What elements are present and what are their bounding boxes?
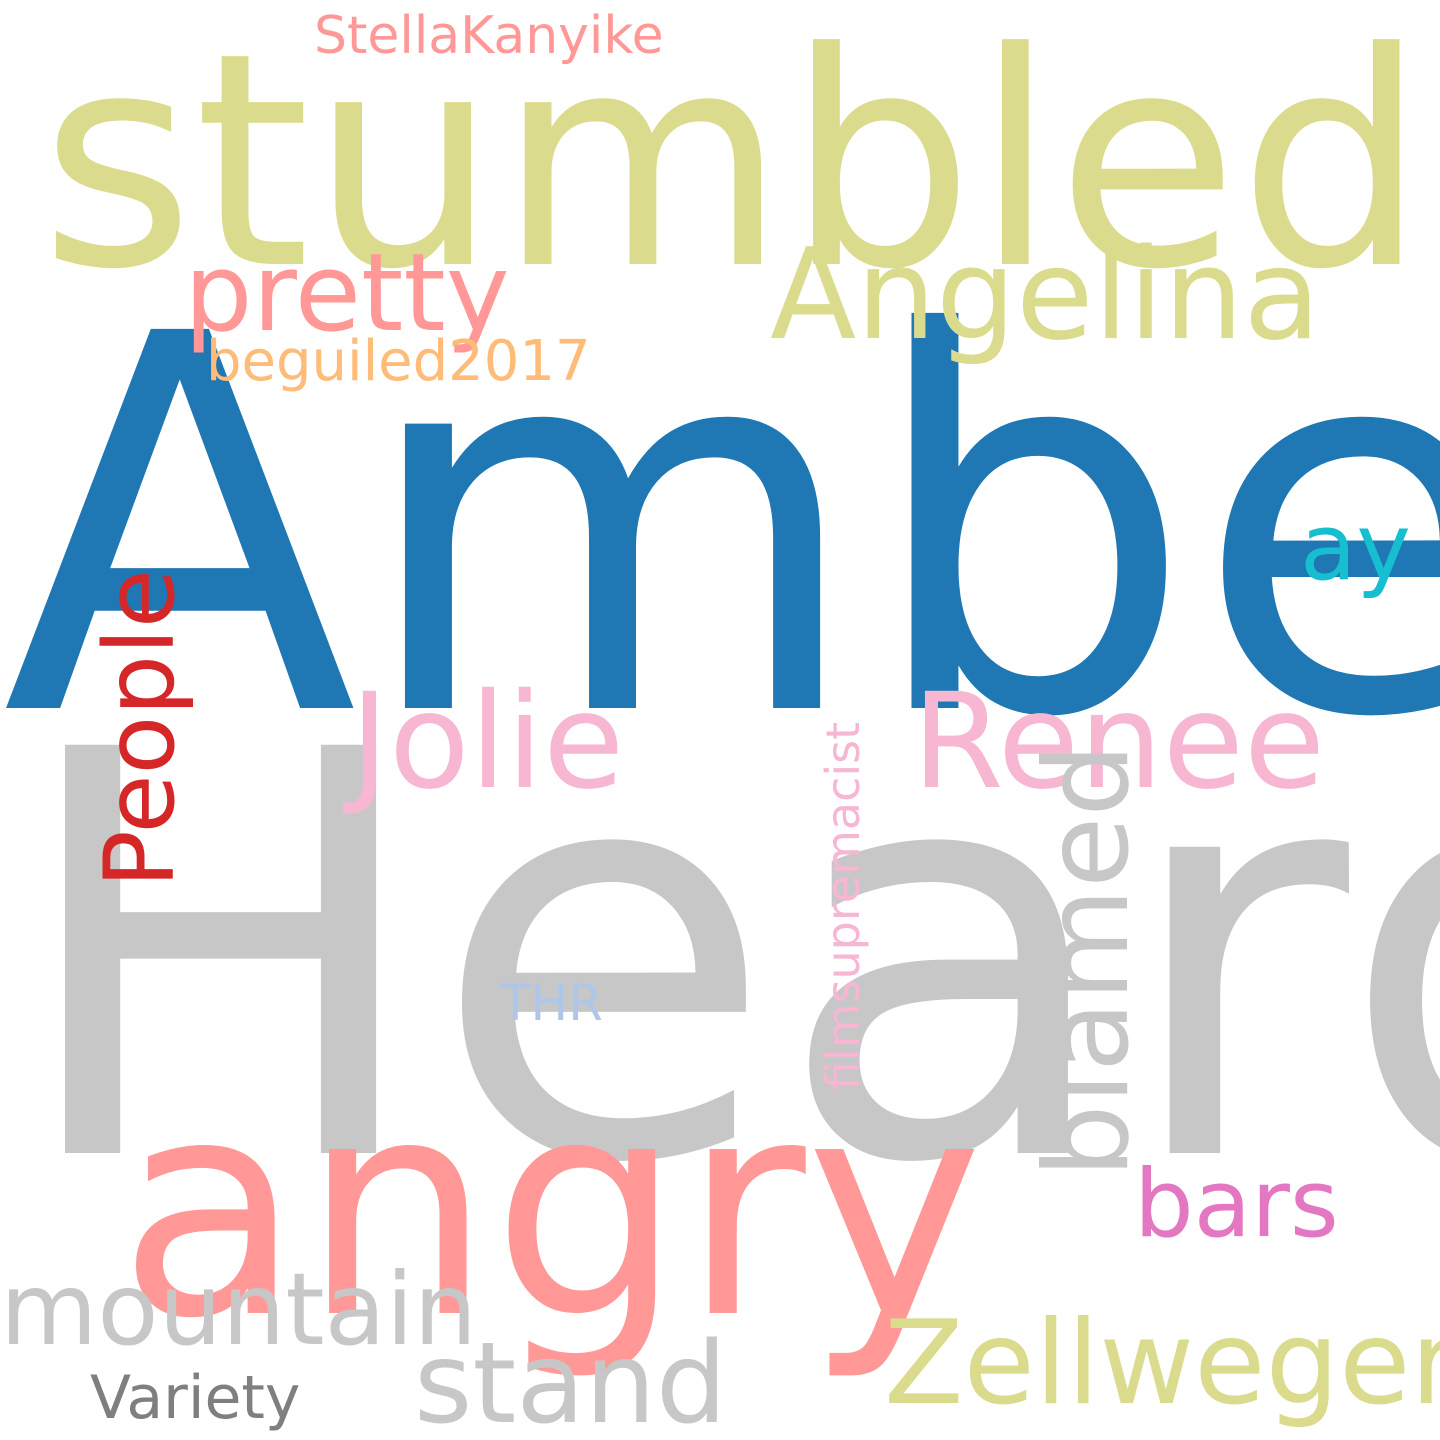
word-ay: ay [1300,494,1411,601]
word-amber: Amber [2,225,1440,831]
word-beguiled2017: beguiled2017 [206,329,591,394]
word-stellakanyike: StellaKanyike [314,6,664,66]
word-stand: stand [414,1319,727,1440]
word-pretty: pretty [184,231,510,356]
word-zellweger: Zellweger [884,1296,1440,1431]
word-blamed: blamed [1020,743,1155,1178]
word-variety: Variety [90,1363,301,1433]
word-angelina: Angelina [770,221,1321,368]
word-mountain: mountain [0,1251,478,1368]
word-filmsupremacist: filmsupremacist [816,721,870,1090]
word-people: People [84,569,196,888]
word-thr: THR [500,974,603,1032]
word-renee: Renee [912,665,1326,819]
word-stumbled: stumbled [40,0,1427,334]
word-jolie: Jolie [350,665,625,819]
word-heard: Heard [10,634,1440,1286]
word-bars: bars [1134,1150,1339,1259]
word-angry: angry [118,1035,984,1384]
